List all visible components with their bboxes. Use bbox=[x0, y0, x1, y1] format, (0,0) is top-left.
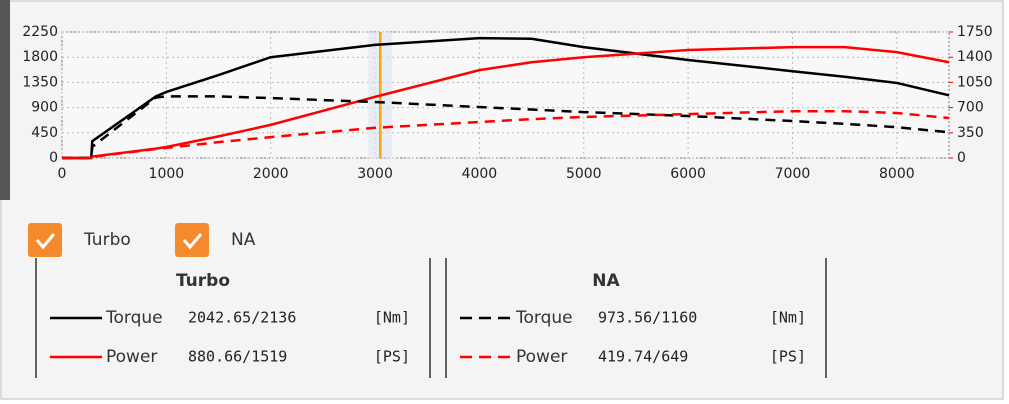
x-tick-label: 6000 bbox=[670, 166, 706, 182]
check-mark bbox=[182, 233, 203, 250]
series-unit: [Nm] bbox=[374, 309, 410, 327]
y-tick-label: 0 bbox=[49, 150, 58, 166]
series-reading: 2042.65/2136 bbox=[188, 309, 296, 327]
x-tick-label: 7000 bbox=[775, 166, 811, 182]
x-tick-label: 3000 bbox=[357, 166, 393, 182]
series-unit: [PS] bbox=[374, 348, 410, 366]
check-mark bbox=[35, 233, 56, 250]
x-tick-label: 0 bbox=[58, 166, 67, 182]
x-tick-label: 2000 bbox=[253, 166, 289, 182]
y2-tick-label: 700 bbox=[957, 100, 984, 116]
series-line bbox=[62, 45, 950, 160]
y2-tick-label: 1050 bbox=[957, 74, 993, 90]
series-unit: [PS] bbox=[770, 348, 806, 366]
series-name: Power bbox=[516, 347, 567, 367]
x-tick-label: 8000 bbox=[879, 166, 915, 182]
y-tick-label: 450 bbox=[31, 125, 58, 141]
series-line bbox=[62, 36, 950, 160]
y-tick-label: 1800 bbox=[22, 49, 58, 65]
y2-tick-label: 1400 bbox=[957, 49, 993, 65]
y2-tick-label: 350 bbox=[957, 125, 984, 141]
y2-tick-label: 0 bbox=[957, 150, 966, 166]
series-unit: [Nm] bbox=[770, 309, 806, 327]
y2-tick-label: 1750 bbox=[957, 24, 993, 40]
x-tick-label: 5000 bbox=[566, 166, 602, 182]
series-reading: 880.66/1519 bbox=[188, 348, 287, 366]
panel-title: Turbo bbox=[176, 271, 230, 291]
plot-area bbox=[61, 31, 950, 159]
legend-checkbox[interactable] bbox=[175, 223, 209, 257]
series-line bbox=[62, 95, 950, 160]
x-tick-label: 4000 bbox=[462, 166, 498, 182]
panel-bracket bbox=[35, 258, 431, 378]
y-tick-label: 1350 bbox=[22, 74, 58, 90]
legend-checkbox[interactable] bbox=[28, 223, 62, 257]
series-name: Torque bbox=[515, 308, 573, 328]
series-reading: 419.74/649 bbox=[598, 348, 688, 366]
scrollbar bbox=[0, 0, 10, 200]
series-name: Power bbox=[106, 347, 157, 367]
series-reading: 973.56/1160 bbox=[598, 309, 697, 327]
y-tick-label: 900 bbox=[31, 100, 58, 116]
series-name: Torque bbox=[105, 308, 163, 328]
y-tick-label: 2250 bbox=[22, 24, 58, 40]
panel-title: NA bbox=[592, 271, 620, 291]
panel-bracket bbox=[445, 258, 827, 378]
legend-label[interactable]: Turbo bbox=[83, 230, 131, 250]
legend-label[interactable]: NA bbox=[231, 230, 256, 250]
x-tick-label: 1000 bbox=[149, 166, 185, 182]
